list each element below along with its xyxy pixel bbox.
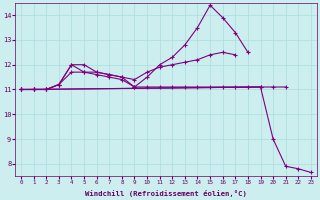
X-axis label: Windchill (Refroidissement éolien,°C): Windchill (Refroidissement éolien,°C) xyxy=(85,190,247,197)
